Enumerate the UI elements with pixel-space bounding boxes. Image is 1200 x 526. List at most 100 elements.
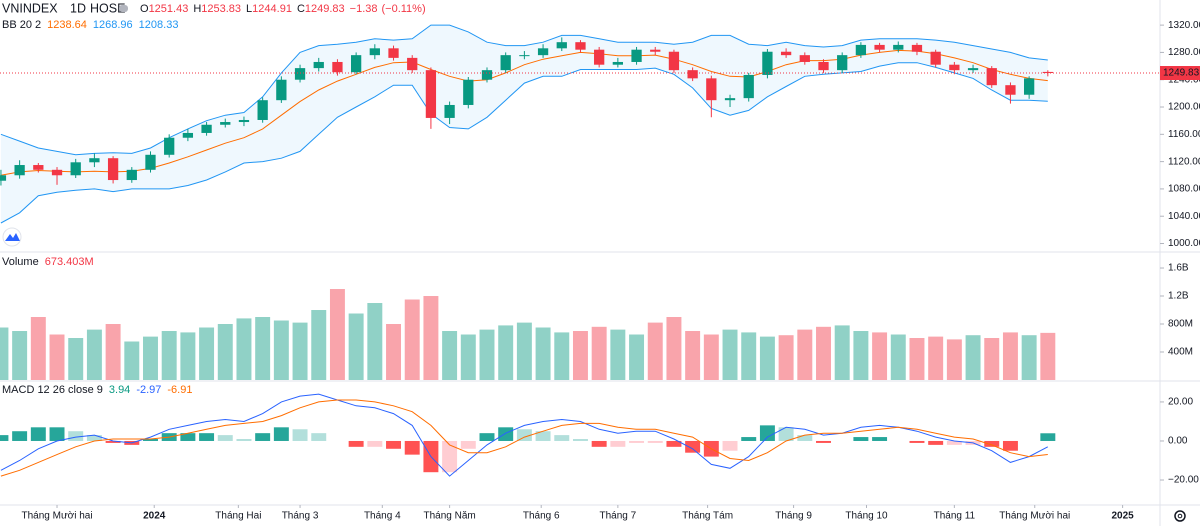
candle-body <box>463 79 474 105</box>
volume-bar <box>984 338 1000 380</box>
interval: 1D <box>70 1 86 15</box>
histogram-bar <box>105 440 121 443</box>
candle-body <box>724 98 736 101</box>
volume-bar <box>890 334 906 380</box>
candle-body <box>107 158 119 181</box>
volume-bar <box>479 329 495 380</box>
histogram-bar <box>460 440 476 449</box>
volume-bar <box>572 331 588 380</box>
y-tick-label: 1120.00 <box>1168 156 1200 167</box>
candle-body <box>164 137 175 155</box>
histogram-bar <box>479 433 495 441</box>
histogram-bar <box>909 440 925 443</box>
plot: 1000.00 1040.00 1080.00 1120.00 1160.00 1200.… <box>0 20 1200 522</box>
histogram-bar <box>143 439 158 441</box>
histogram-bar <box>0 435 9 441</box>
candle-body <box>201 124 212 133</box>
histogram-bar <box>292 429 308 441</box>
candle-body <box>89 158 100 163</box>
candle-body <box>350 55 362 73</box>
legend-value: 3.94 <box>109 384 130 396</box>
x-tick-label: Tháng Năm <box>423 511 475 522</box>
y-tick-label: 0.00 <box>1168 436 1188 447</box>
legend-label: L <box>246 3 252 15</box>
x-tick-label: Tháng 4 <box>364 511 401 522</box>
histogram-bar <box>928 440 944 445</box>
candle-body <box>500 55 511 71</box>
candle-body <box>650 49 661 52</box>
volume-bar <box>442 331 458 380</box>
volume-bar <box>292 322 308 380</box>
candle-body <box>519 55 530 57</box>
symbol: VNINDEX <box>2 1 58 15</box>
volume-bar <box>386 324 401 380</box>
candle-body <box>967 68 979 71</box>
volume-bar <box>909 338 925 380</box>
histogram-bar <box>647 440 663 443</box>
histogram-bar <box>68 431 84 441</box>
candle-body <box>407 57 418 71</box>
candle-body <box>238 119 250 123</box>
candle-body <box>182 132 194 138</box>
candle-body <box>1042 71 1053 74</box>
volume-bar <box>180 332 196 380</box>
volume-bar <box>647 322 663 380</box>
y-tick-label: 1320.00 <box>1168 20 1200 31</box>
candle-body <box>257 100 268 120</box>
histogram-bar <box>666 440 682 447</box>
logo[interactable] <box>2 227 22 247</box>
candle-body <box>743 74 754 99</box>
candle-body <box>481 70 493 80</box>
candle-body <box>1023 78 1035 95</box>
volume-bar <box>778 335 794 380</box>
histogram-bar <box>946 440 962 445</box>
volume-bar <box>516 322 532 380</box>
candle-body <box>14 165 25 176</box>
candle-body <box>687 70 698 79</box>
ohlc-legend: O1251.43 H1253.83 L1244.91 C1249.83 −1.38 (−0… <box>140 3 426 15</box>
candle-body <box>425 70 437 118</box>
legend-value: 1249.83 <box>305 3 345 15</box>
legend-label: MACD 12 26 close 9 <box>2 384 103 396</box>
histogram-bar <box>442 440 458 473</box>
y-tick-label: 1.6B <box>1168 263 1189 274</box>
y-tick-label: 20.00 <box>1168 397 1193 408</box>
volume-bar <box>311 310 327 380</box>
candle-body <box>818 61 829 71</box>
histogram-bar <box>273 427 289 441</box>
volume-bar <box>797 329 813 380</box>
histogram-bar <box>498 427 514 441</box>
volume-bar <box>199 327 215 380</box>
volume-bar <box>816 326 831 380</box>
histogram-bar <box>872 437 888 441</box>
histogram-bar <box>778 427 794 441</box>
volume-bar <box>759 336 775 380</box>
candle-body <box>612 61 623 65</box>
volume-bar <box>49 334 65 380</box>
candle-body <box>762 51 773 75</box>
histogram-bar <box>12 431 28 441</box>
histogram-bar <box>853 437 869 441</box>
histogram-bar <box>86 435 102 441</box>
bb-upper <box>0 24 1048 156</box>
volume-bar <box>629 334 645 380</box>
bb-basis <box>0 49 1048 176</box>
x-tick-label: Tháng 9 <box>775 511 812 522</box>
histogram-bar <box>311 433 327 441</box>
y-tick-label: 1.2B <box>1168 291 1189 302</box>
legend-label: C <box>297 3 305 15</box>
candle-body <box>874 44 885 50</box>
settings-icon[interactable] <box>1174 510 1186 522</box>
histogram-bar <box>217 435 233 441</box>
bb-lower <box>0 62 1048 224</box>
volume-bar <box>143 336 158 380</box>
last-price-label: 1249.83 <box>1163 68 1200 79</box>
legend-change: −1.38 <box>350 3 378 15</box>
candle-body <box>930 51 941 65</box>
histogram-bar <box>516 429 532 441</box>
candle-body <box>313 61 324 69</box>
volume-bar <box>741 332 757 380</box>
candle-body <box>986 68 997 86</box>
volume-bar <box>124 341 140 380</box>
status-pill[interactable] <box>119 5 128 12</box>
